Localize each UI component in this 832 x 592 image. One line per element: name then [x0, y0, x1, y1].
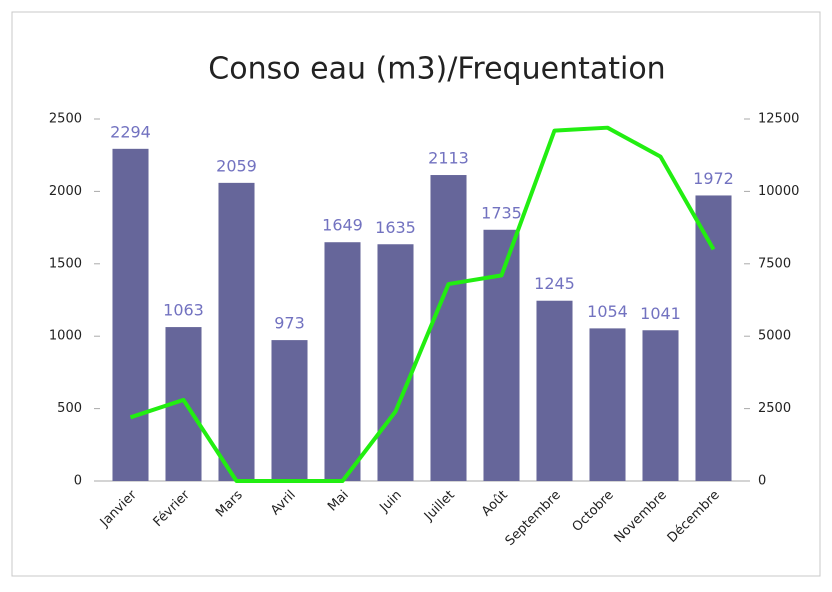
y2-tick-label: 7500	[758, 256, 791, 271]
y-tick-label: 2500	[49, 112, 82, 127]
value-label: 2059	[216, 156, 257, 175]
y2-tick-label: 0	[758, 474, 766, 489]
value-label: 1972	[693, 169, 734, 188]
bar	[642, 330, 679, 481]
value-label: 1635	[375, 218, 416, 237]
value-label: 1649	[322, 216, 363, 235]
bar	[112, 148, 149, 481]
bar	[377, 244, 414, 481]
bar	[536, 300, 573, 481]
value-label: 1041	[640, 304, 681, 323]
bar	[324, 242, 361, 481]
y2-tick-label: 2500	[758, 401, 791, 416]
bar	[483, 229, 520, 481]
value-label: 1063	[163, 301, 204, 320]
value-label: 973	[274, 314, 305, 333]
y-tick-label: 0	[74, 474, 82, 489]
chart-title: Conso eau (m3)/Frequentation	[208, 52, 665, 87]
bar	[589, 328, 626, 481]
y2-tick-label: 12500	[758, 112, 799, 127]
value-label: 1245	[534, 274, 575, 293]
y2-tick-label: 10000	[758, 184, 799, 199]
value-label: 2294	[110, 122, 151, 141]
y-tick-label: 500	[57, 401, 82, 416]
bar	[695, 195, 732, 481]
value-label: 1735	[481, 203, 522, 222]
value-label: 2113	[428, 149, 469, 168]
line	[129, 125, 716, 483]
bar	[271, 340, 308, 481]
y-tick-label: 2000	[49, 184, 82, 199]
bar	[218, 182, 255, 481]
y-tick-label: 1000	[49, 329, 82, 344]
y-tick-label: 1500	[49, 256, 82, 271]
bar	[430, 175, 467, 481]
value-label: 1054	[587, 302, 628, 321]
y2-tick-label: 5000	[758, 329, 791, 344]
